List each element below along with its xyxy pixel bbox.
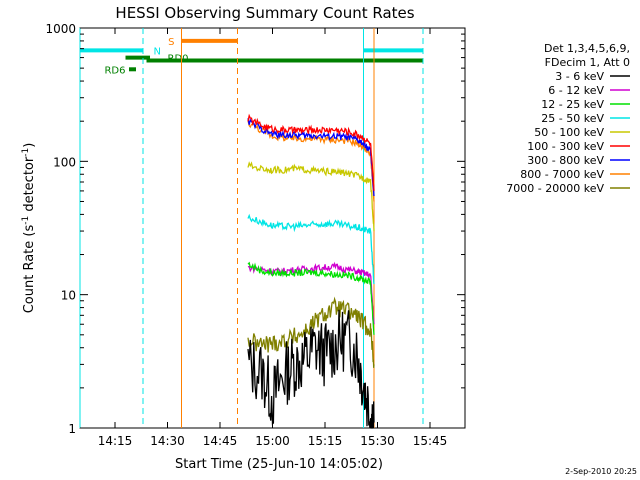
legend-label: 300 - 800 keV: [527, 154, 604, 167]
series-line: [247, 309, 375, 429]
footer-date: 2-Sep-2010 20:25: [565, 467, 637, 476]
x-tick-label: 14:30: [150, 434, 185, 448]
legend-label: 100 - 300 keV: [527, 140, 604, 153]
y-tick-label: 1000: [45, 22, 76, 36]
flag-label: RD6: [104, 65, 125, 76]
legend-label: 12 - 25 keV: [541, 98, 604, 111]
legend-label: 3 - 6 keV: [555, 70, 604, 83]
series-line: [247, 261, 375, 335]
series-line: [247, 213, 375, 285]
legend-label: 50 - 100 keV: [534, 126, 604, 139]
data-series: [247, 113, 375, 429]
series-line: [247, 161, 375, 232]
legend: Det 1,3,4,5,6,9, FDecim 1, Att 0 3 - 6 k…: [506, 42, 630, 195]
x-tick-label: 15:00: [255, 434, 290, 448]
legend-label: 6 - 12 keV: [548, 84, 604, 97]
observing-flags: N RD0 RD6 S: [80, 37, 423, 76]
legend-label: 25 - 50 keV: [541, 112, 604, 125]
y-tick-label: 100: [53, 155, 76, 169]
x-tick-label: 14:45: [203, 434, 238, 448]
y-axis-ticks: 1 10 100 1000: [45, 22, 465, 436]
legend-header-line1: Det 1,3,4,5,6,9,: [544, 42, 630, 55]
flag-label: N: [154, 46, 161, 57]
series-line: [247, 120, 375, 202]
flag-label: RD0: [168, 54, 189, 65]
x-tick-label: 15:30: [360, 434, 395, 448]
series-line: [247, 118, 375, 197]
chart-title: HESSI Observing Summary Count Rates: [115, 4, 414, 22]
x-tick-label: 15:15: [308, 434, 343, 448]
series-line: [247, 296, 375, 368]
flag-label: S: [168, 37, 174, 48]
x-tick-label: 14:15: [98, 434, 133, 448]
y-tick-label: 10: [61, 289, 76, 303]
legend-label: 800 - 7000 keV: [520, 168, 604, 181]
x-axis-label: Start Time (25-Jun-10 14:05:02): [175, 457, 383, 472]
legend-label: 7000 - 20000 keV: [506, 182, 604, 195]
x-axis-ticks: 14:15 14:30 14:45 15:00 15:15 15:30 15:45: [98, 28, 448, 448]
y-axis-label: Count Rate (s-1 detector-1): [21, 143, 37, 314]
x-tick-label: 15:45: [413, 434, 448, 448]
y-tick-label: 1: [68, 422, 76, 436]
series-line: [247, 113, 375, 191]
legend-header-line2: FDecim 1, Att 0: [545, 56, 630, 69]
